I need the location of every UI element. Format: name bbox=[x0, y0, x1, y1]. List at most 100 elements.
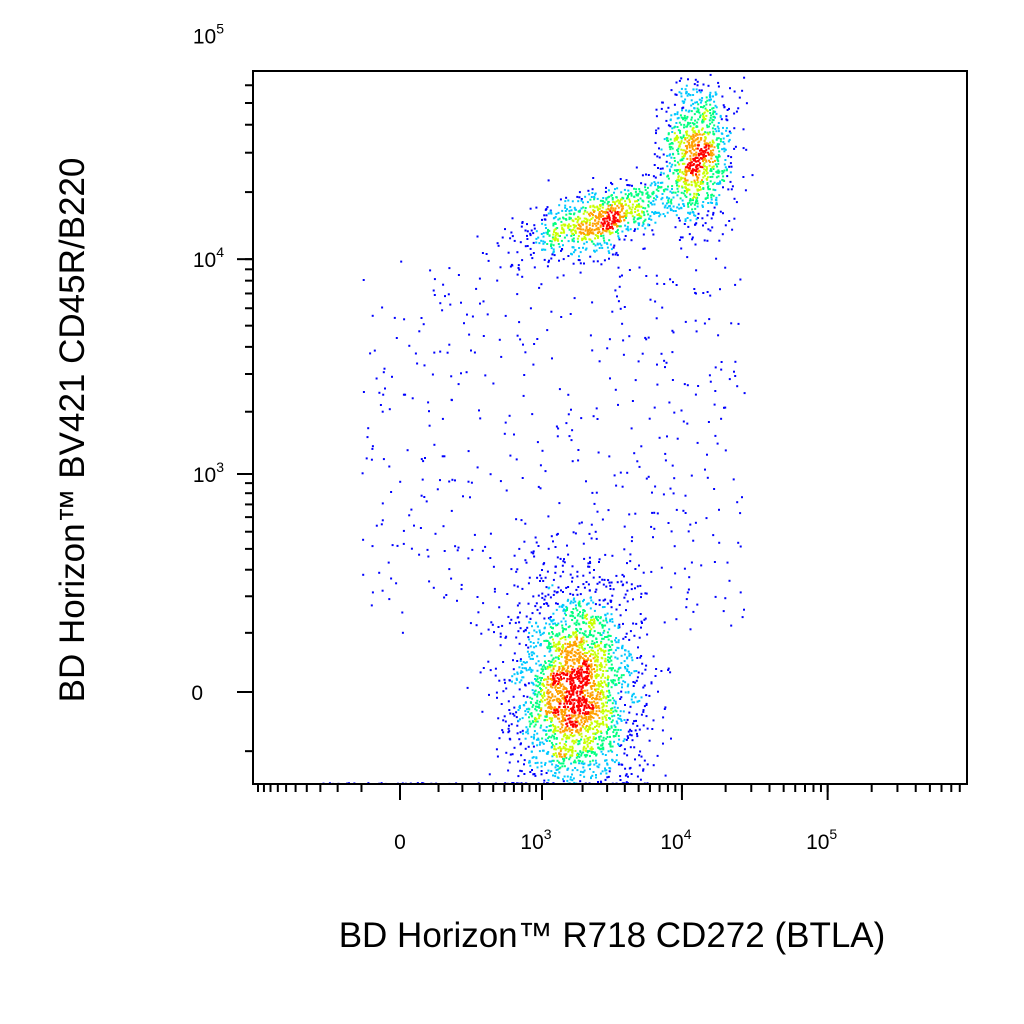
event-dot bbox=[586, 740, 589, 743]
event-dot bbox=[554, 725, 557, 728]
event-dot bbox=[558, 746, 561, 748]
event-dot bbox=[602, 624, 605, 627]
event-dot bbox=[577, 449, 580, 451]
event-dot bbox=[548, 740, 551, 742]
event-dot bbox=[390, 577, 393, 580]
event-dot bbox=[588, 727, 591, 730]
event-dot bbox=[479, 417, 482, 420]
event-dot bbox=[552, 222, 555, 225]
event-dot bbox=[665, 160, 668, 163]
event-dot bbox=[593, 641, 596, 644]
event-dot bbox=[565, 650, 568, 653]
event-dot bbox=[653, 527, 656, 530]
event-dot bbox=[550, 247, 553, 250]
event-dot bbox=[553, 644, 555, 647]
event-dot bbox=[577, 716, 580, 719]
event-dot bbox=[517, 719, 520, 722]
event-dot bbox=[615, 574, 618, 577]
event-dot bbox=[638, 728, 641, 731]
event-dot bbox=[702, 160, 704, 162]
event-dot bbox=[604, 217, 607, 220]
event-dot bbox=[596, 722, 599, 725]
event-dot bbox=[620, 690, 623, 693]
event-dot bbox=[565, 698, 567, 701]
event-dot bbox=[715, 130, 718, 133]
event-dot bbox=[521, 671, 524, 674]
event-dot bbox=[556, 776, 559, 779]
event-dot bbox=[668, 162, 671, 165]
event-dot bbox=[588, 228, 590, 231]
event-dot bbox=[526, 650, 529, 653]
event-dot bbox=[589, 255, 592, 258]
event-dot bbox=[632, 692, 635, 695]
event-dot bbox=[658, 147, 660, 150]
event-dot bbox=[361, 472, 364, 475]
event-dot bbox=[560, 672, 563, 675]
event-dot bbox=[739, 545, 742, 548]
event-dot bbox=[657, 167, 659, 169]
event-dot bbox=[702, 180, 705, 183]
event-dot bbox=[532, 552, 535, 555]
event-dot bbox=[562, 644, 564, 647]
event-dot bbox=[708, 131, 711, 134]
event-dot bbox=[634, 208, 637, 211]
event-dot bbox=[709, 112, 712, 114]
event-dot bbox=[675, 81, 678, 84]
event-dot bbox=[497, 717, 500, 720]
event-dot bbox=[381, 410, 384, 413]
event-dot bbox=[591, 622, 594, 625]
event-dot bbox=[508, 730, 511, 733]
event-dot bbox=[413, 524, 415, 527]
event-dot bbox=[450, 399, 453, 402]
event-dot bbox=[605, 636, 608, 638]
event-dot bbox=[681, 100, 684, 103]
event-dot bbox=[540, 724, 543, 727]
event-dot bbox=[688, 146, 691, 149]
event-dot bbox=[608, 338, 611, 341]
event-dot bbox=[578, 658, 581, 661]
event-dot bbox=[612, 731, 615, 734]
event-dot bbox=[446, 351, 449, 354]
event-dot bbox=[699, 116, 701, 119]
event-dot bbox=[591, 646, 594, 649]
event-dot bbox=[670, 208, 673, 211]
event-dot bbox=[579, 700, 582, 703]
event-dot bbox=[694, 101, 697, 104]
event-dot bbox=[697, 118, 700, 121]
event-dot bbox=[588, 650, 591, 653]
event-dot bbox=[621, 644, 624, 647]
event-dot bbox=[610, 686, 613, 689]
event-dot bbox=[615, 683, 618, 686]
event-dot bbox=[675, 122, 678, 124]
event-dot bbox=[550, 696, 552, 699]
event-dot bbox=[574, 225, 577, 228]
event-dot bbox=[554, 215, 557, 218]
event-dot bbox=[667, 139, 670, 142]
event-dot bbox=[574, 616, 576, 619]
event-dot bbox=[621, 763, 624, 766]
event-dot bbox=[691, 238, 694, 241]
event-dot bbox=[460, 301, 462, 304]
event-dot bbox=[539, 580, 541, 582]
event-dot bbox=[678, 239, 681, 241]
event-dot bbox=[568, 690, 571, 693]
event-dot bbox=[628, 638, 631, 641]
event-dot bbox=[569, 700, 572, 703]
event-dot bbox=[411, 397, 414, 400]
event-dot bbox=[680, 148, 683, 151]
event-dot bbox=[620, 662, 623, 665]
event-dot bbox=[696, 217, 699, 219]
event-dot bbox=[545, 227, 547, 229]
event-dot bbox=[585, 713, 588, 715]
event-dot bbox=[599, 735, 602, 738]
event-dot bbox=[562, 617, 565, 620]
event-dot bbox=[683, 117, 686, 119]
event-dot bbox=[630, 208, 633, 211]
event-dot bbox=[663, 283, 666, 285]
event-dot bbox=[501, 624, 504, 627]
event-dot bbox=[667, 185, 669, 188]
event-dot bbox=[591, 707, 594, 710]
event-dot bbox=[548, 229, 551, 232]
event-dot bbox=[594, 659, 597, 662]
event-dot bbox=[594, 656, 596, 659]
